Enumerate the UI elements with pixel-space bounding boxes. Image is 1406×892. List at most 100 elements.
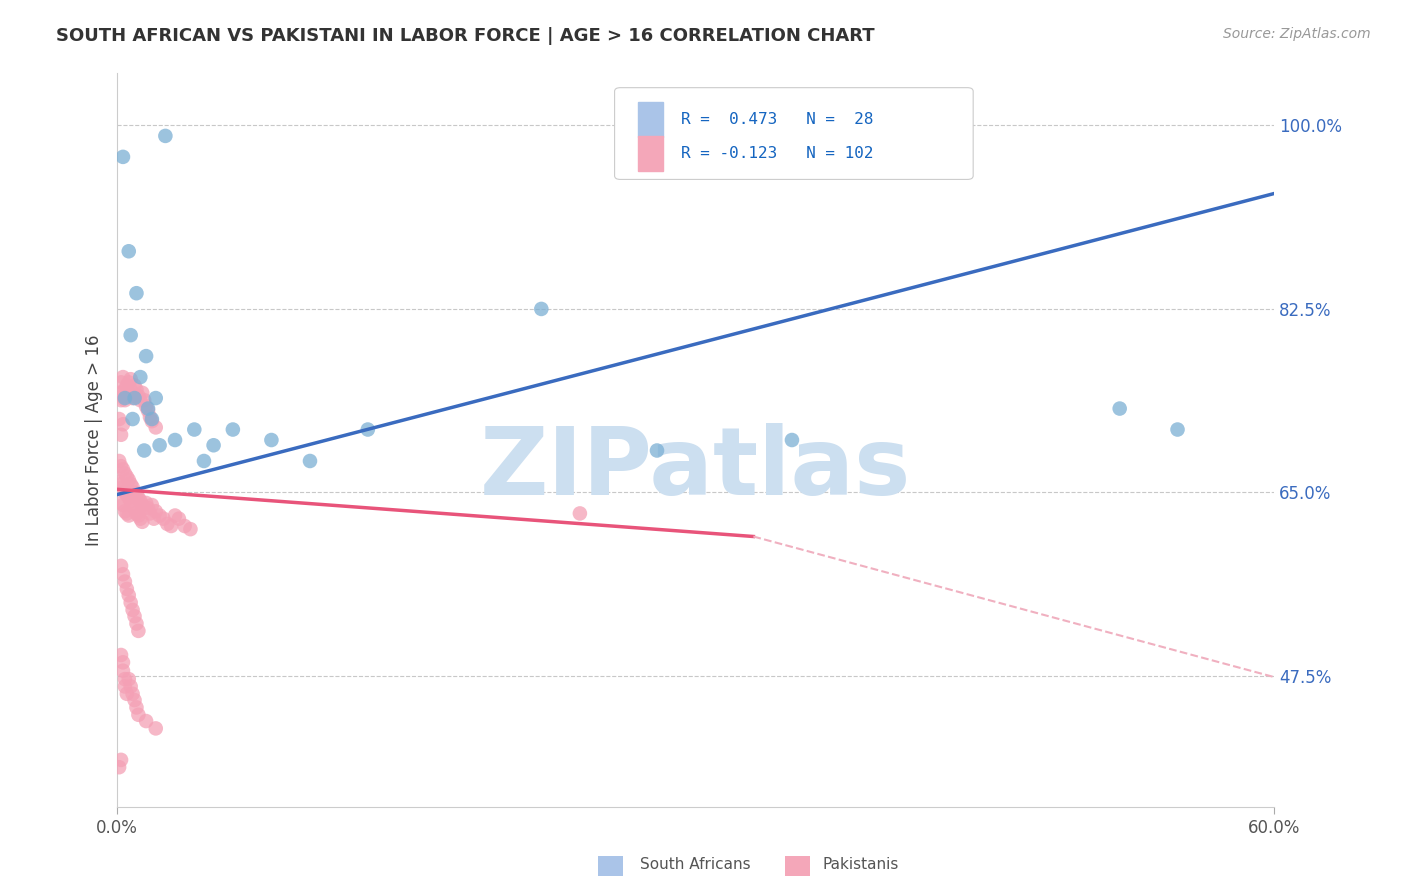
Point [111,664,134,678]
Point [111,656,134,670]
Point [118,473,141,487]
Point [127,707,149,722]
Point [114,467,136,481]
Point [141,498,163,512]
Point [120,477,142,491]
Point [118,672,141,686]
Point [129,511,152,525]
Point [124,693,146,707]
Point [568,507,591,521]
Point [1108,401,1130,416]
Point [114,504,136,518]
Point [142,511,165,525]
Point [135,496,157,510]
Text: SOUTH AFRICAN VS PAKISTANI IN LABOR FORCE | AGE > 16 CORRELATION CHART: SOUTH AFRICAN VS PAKISTANI IN LABOR FORC… [56,27,875,45]
Point [114,383,136,397]
Point [120,680,142,694]
Text: R = -0.123   N = 102: R = -0.123 N = 102 [681,146,873,161]
Point [139,507,162,521]
Point [127,508,149,523]
Point [193,454,215,468]
Point [110,477,132,491]
Point [125,383,148,397]
Bar [638,102,664,136]
Point [110,459,132,474]
Point [115,507,138,521]
Point [118,385,141,400]
Point [139,409,162,424]
Point [160,519,183,533]
Point [108,454,131,468]
Point [134,393,156,408]
Point [124,485,146,500]
Point [127,389,149,403]
Point [129,393,152,408]
Point [530,301,553,316]
Point [136,403,159,417]
Point [114,574,136,589]
Point [124,378,146,392]
Point [125,286,148,301]
Point [110,496,132,510]
Point [141,412,163,426]
Point [260,433,283,447]
Point [111,480,134,494]
Point [145,722,167,736]
Point [131,515,153,529]
Point [149,438,172,452]
Text: Source: ZipAtlas.com: Source: ZipAtlas.com [1223,27,1371,41]
Point [125,700,148,714]
Point [134,443,156,458]
Point [118,588,141,602]
Point [121,412,143,426]
Point [152,511,174,525]
Point [156,516,179,531]
Point [222,423,245,437]
Y-axis label: In Labor Force | Age > 16: In Labor Force | Age > 16 [86,334,103,546]
Point [111,150,134,164]
Point [118,244,141,259]
Point [124,609,146,624]
Point [173,519,195,533]
Point [110,393,132,408]
Point [121,480,143,494]
Point [114,672,136,686]
Point [780,433,803,447]
Point [111,498,134,512]
Point [357,423,380,437]
Point [141,414,163,428]
Point [121,498,143,512]
Point [1167,423,1189,437]
Point [167,511,190,525]
Point [145,391,167,405]
Point [131,498,153,512]
Point [111,462,134,476]
Text: R =  0.473   N =  28: R = 0.473 N = 28 [681,112,873,127]
Point [115,389,138,403]
Point [111,417,134,432]
Point [118,508,141,523]
Point [120,372,142,386]
Text: Pakistanis: Pakistanis [823,857,898,872]
Point [124,501,146,516]
Point [125,507,148,521]
Point [115,487,138,501]
Point [120,328,142,343]
Point [124,389,146,403]
Point [124,391,146,405]
Point [121,687,143,701]
Point [298,454,321,468]
Point [114,391,136,405]
Bar [638,136,664,171]
Point [121,603,143,617]
Point [125,616,148,631]
Point [202,438,225,452]
Point [131,385,153,400]
Point [108,760,131,774]
Point [136,401,159,416]
Point [135,400,157,414]
Point [114,680,136,694]
Point [110,648,132,662]
Point [111,389,134,403]
Point [145,504,167,518]
